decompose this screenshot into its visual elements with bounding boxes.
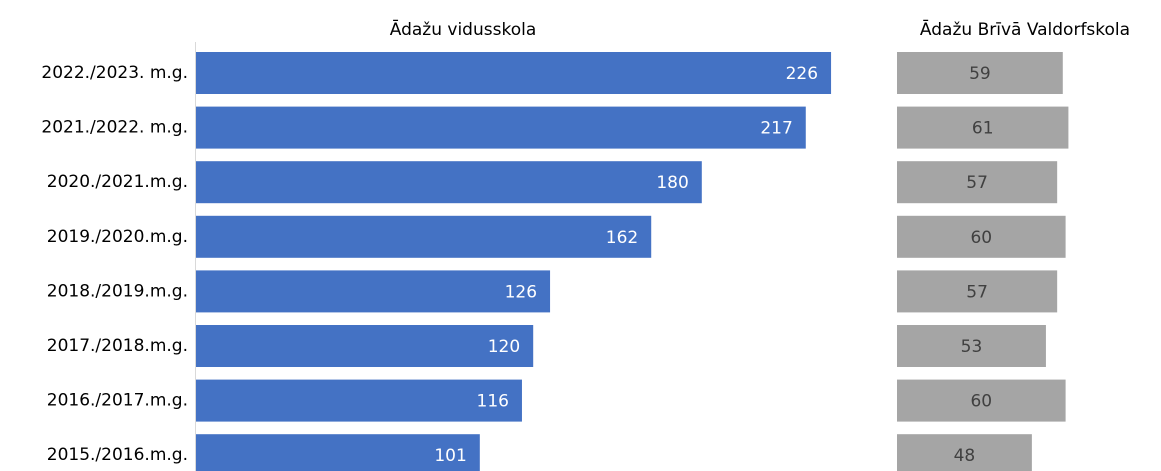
bar (196, 215, 652, 258)
bar (897, 270, 1058, 313)
panel-title: Ādažu vidusskola (390, 18, 536, 40)
value-label: 53 (961, 337, 983, 357)
bar (897, 325, 1046, 367)
category-label: 2020./2021.m.g. (47, 172, 188, 192)
value-label: 126 (505, 282, 537, 302)
value-label: 120 (488, 337, 520, 357)
bar (897, 52, 1063, 94)
value-label: 116 (477, 392, 509, 412)
bar (897, 434, 1032, 471)
category-label: 2019./2020.m.g. (47, 227, 188, 247)
bar (196, 325, 534, 367)
category-label: 2018./2019.m.g. (47, 281, 188, 301)
bar (897, 161, 1058, 204)
bar (196, 52, 832, 94)
value-label: 61 (972, 119, 994, 139)
value-label: 162 (606, 228, 638, 248)
value-label: 217 (760, 119, 792, 139)
bar (196, 106, 806, 149)
value-label: 57 (966, 173, 988, 193)
bar (196, 270, 551, 313)
category-label: 2017./2018.m.g. (47, 336, 188, 356)
value-label: 59 (969, 64, 991, 84)
value-label: 226 (786, 64, 818, 84)
bar (196, 379, 522, 422)
bar (196, 434, 480, 471)
panel-title: Ādažu Brīvā Valdorfskola (920, 18, 1130, 40)
value-label: 180 (656, 173, 688, 193)
bar (897, 106, 1069, 149)
category-label: 2015./2016.m.g. (47, 445, 188, 465)
category-label: 2021./2022. m.g. (41, 118, 188, 138)
value-label: 60 (970, 228, 992, 248)
bar (196, 161, 702, 204)
bar (897, 215, 1066, 258)
value-label: 60 (970, 392, 992, 412)
value-label: 101 (434, 446, 466, 466)
value-label: 48 (954, 446, 976, 466)
bar (897, 379, 1066, 422)
category-label: 2016./2017.m.g. (47, 391, 188, 411)
category-label: 2022./2023. m.g. (41, 63, 188, 83)
value-label: 57 (966, 282, 988, 302)
